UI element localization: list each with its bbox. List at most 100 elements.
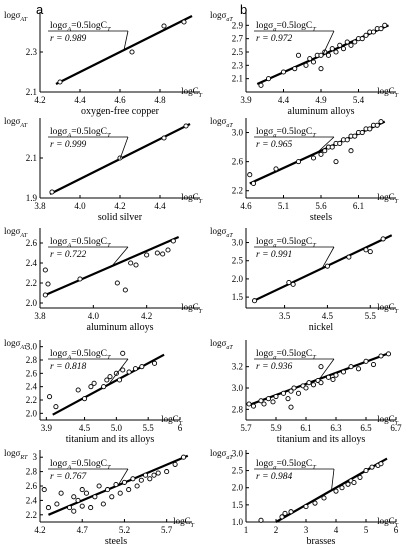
data-point xyxy=(139,364,145,370)
data-point xyxy=(41,487,47,493)
x-tick-label: 3.5 xyxy=(279,311,291,321)
x-tick-label: 4.4 xyxy=(278,95,290,105)
y-tick-label: 3 xyxy=(33,452,38,462)
data-point xyxy=(126,369,132,375)
data-point xyxy=(318,66,324,72)
annotation-leader-line xyxy=(108,358,129,385)
data-point xyxy=(303,385,309,391)
y-tick-label: 2.0 xyxy=(26,408,38,418)
y-tick-label: 2.6 xyxy=(26,481,38,491)
data-point xyxy=(46,394,53,400)
data-point xyxy=(107,374,113,380)
data-point xyxy=(337,140,343,147)
fit-equation-label: logσA=0.5logCT xyxy=(50,237,111,249)
data-point xyxy=(144,252,150,258)
y-tick-label: 2.6 xyxy=(232,157,244,167)
data-point xyxy=(120,350,126,356)
data-point xyxy=(58,490,64,496)
panel-caption: titanium and its alloys xyxy=(277,434,366,445)
data-point xyxy=(121,479,127,485)
data-point xyxy=(369,464,375,470)
data-point xyxy=(318,364,324,370)
y-tick-label: 2.2 xyxy=(232,186,243,196)
x-tick-label: 5.5 xyxy=(143,423,155,433)
data-point xyxy=(318,380,324,386)
data-point xyxy=(129,49,135,55)
data-point xyxy=(71,494,77,500)
data-point xyxy=(346,254,352,260)
x-tick-label: 4.2 xyxy=(34,525,45,535)
data-point xyxy=(285,396,291,402)
y-tick-label: 3.0 xyxy=(232,238,244,248)
annotation-leader-line xyxy=(111,246,129,267)
panel-caption: brasses xyxy=(307,536,336,547)
x-tick-label: 1 xyxy=(244,525,249,535)
x-axis-label: logCT xyxy=(377,414,399,427)
data-point xyxy=(367,249,373,255)
correlation-label: r = 0.965 xyxy=(256,140,292,150)
fit-equation-label: logσA=0.5logCT xyxy=(50,127,111,139)
data-point xyxy=(340,46,347,52)
data-point xyxy=(170,238,176,244)
data-point xyxy=(164,469,170,475)
data-point xyxy=(288,509,294,515)
x-tick-label: 4.4 xyxy=(74,95,86,105)
data-point xyxy=(117,490,123,496)
panel-caption: solid silver xyxy=(98,212,143,223)
data-point xyxy=(138,477,144,483)
data-point xyxy=(352,133,358,139)
data-point xyxy=(79,487,85,493)
data-point xyxy=(359,36,365,42)
y-tick-label: 2.8 xyxy=(232,404,244,414)
data-point xyxy=(351,480,357,486)
data-point xyxy=(132,366,139,372)
data-point xyxy=(130,476,136,482)
fit-equation-label: logσa=0.5logCT xyxy=(256,459,316,471)
x-tick-label: 4.4 xyxy=(154,201,166,211)
annotation-leader-line xyxy=(123,30,129,51)
fit-equation-label: logσa=0.5logCT xyxy=(256,127,316,139)
data-point xyxy=(147,476,153,482)
data-point xyxy=(45,505,51,511)
data-point xyxy=(154,250,160,256)
x-tick-label: 5.4 xyxy=(353,95,365,105)
data-point xyxy=(250,403,257,409)
y-tick-label: 2.9 xyxy=(232,20,244,30)
data-point xyxy=(310,59,317,65)
data-point xyxy=(333,159,339,165)
x-axis-label: logCT xyxy=(377,86,399,99)
data-point xyxy=(250,180,257,187)
annotation-leader-line xyxy=(117,468,129,486)
data-point xyxy=(280,390,287,396)
data-point xyxy=(122,287,128,293)
data-point xyxy=(91,380,97,386)
y-tick-label: 1.0 xyxy=(232,517,244,527)
y-tick-label: 2.6 xyxy=(26,368,38,378)
y-axis-label: logσaT xyxy=(210,338,233,351)
data-point xyxy=(374,122,380,128)
data-point xyxy=(359,129,365,136)
data-point xyxy=(161,23,167,29)
y-axis-label: logσAT xyxy=(4,226,28,239)
correlation-label: r = 0.936 xyxy=(256,362,292,372)
x-tick-label: 4.2 xyxy=(34,95,45,105)
data-point xyxy=(160,251,166,257)
data-point xyxy=(286,279,292,286)
y-tick-label: 2.4 xyxy=(26,258,38,268)
chart-panel-a2: 3.8 4.0 4.2 4.4 1.9 2.1 logσAT logCT solid silve… xyxy=(4,116,203,223)
annotation-leader-line xyxy=(119,136,129,160)
correlation-label: r = 0.767 xyxy=(50,472,87,482)
data-point xyxy=(252,298,258,304)
data-point xyxy=(42,267,48,273)
x-tick-label: 3.9 xyxy=(240,95,252,105)
data-point xyxy=(83,490,89,496)
x-tick-label: 4.2 xyxy=(141,311,152,321)
data-point xyxy=(258,82,264,88)
data-point xyxy=(333,49,339,55)
data-point xyxy=(258,517,264,523)
x-tick-label: 4.5 xyxy=(79,423,91,433)
x-axis-label: logCT xyxy=(181,86,203,99)
data-point xyxy=(183,123,189,129)
